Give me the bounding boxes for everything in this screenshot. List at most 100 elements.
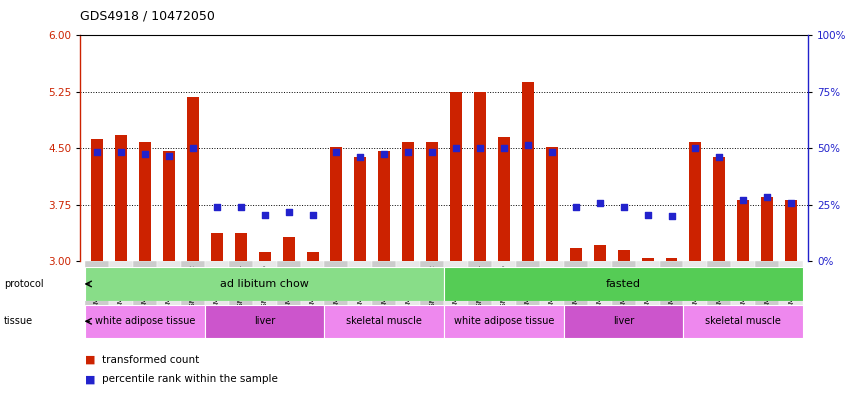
Point — [449, 145, 463, 151]
Text: GSM1131294: GSM1131294 — [477, 264, 483, 311]
Text: ad libitum chow: ad libitum chow — [220, 279, 309, 289]
Text: GSM1131292: GSM1131292 — [429, 264, 435, 311]
Bar — [187, 97, 199, 261]
Bar — [85, 305, 205, 338]
Text: GSM1131289: GSM1131289 — [357, 264, 364, 312]
Text: GSM1131278: GSM1131278 — [94, 264, 100, 312]
Bar — [689, 142, 701, 261]
Bar — [211, 233, 222, 261]
Bar — [396, 261, 420, 322]
Text: GSM1131303: GSM1131303 — [692, 264, 699, 312]
Text: GSM1131286: GSM1131286 — [286, 264, 292, 312]
Bar — [666, 257, 678, 261]
Text: GSM1131280: GSM1131280 — [142, 264, 148, 312]
Bar — [157, 35, 181, 261]
Bar — [755, 35, 779, 261]
Bar — [331, 147, 343, 261]
Bar — [205, 261, 228, 322]
Point — [402, 149, 415, 155]
Bar — [635, 35, 660, 261]
Bar — [85, 35, 109, 261]
Text: ■: ■ — [85, 374, 95, 384]
Text: GSM1131290: GSM1131290 — [382, 264, 387, 312]
Point — [91, 149, 104, 155]
Bar — [684, 35, 707, 261]
Point — [282, 209, 295, 215]
Bar — [228, 35, 253, 261]
Bar — [181, 35, 205, 261]
Bar — [731, 35, 755, 261]
Text: GSM1131283: GSM1131283 — [214, 264, 220, 312]
Bar — [181, 261, 205, 322]
Bar — [85, 261, 109, 322]
Point — [234, 204, 248, 210]
Point — [640, 211, 654, 218]
Bar — [253, 261, 277, 322]
Bar — [516, 35, 540, 261]
Bar — [540, 35, 563, 261]
Bar — [450, 92, 462, 261]
Point — [473, 145, 486, 151]
Text: white adipose tissue: white adipose tissue — [453, 316, 554, 326]
Text: liver: liver — [613, 316, 634, 326]
Bar — [468, 261, 492, 322]
Point — [593, 199, 607, 206]
Bar — [420, 261, 444, 322]
Bar — [133, 35, 157, 261]
Text: fasted: fasted — [606, 279, 641, 289]
Bar — [546, 147, 558, 261]
Point — [426, 149, 439, 155]
Text: GDS4918 / 10472050: GDS4918 / 10472050 — [80, 10, 215, 23]
Bar — [109, 261, 133, 322]
Bar — [594, 245, 606, 261]
Point — [761, 194, 774, 200]
Point — [689, 145, 702, 151]
Bar — [325, 261, 349, 322]
Bar — [660, 35, 684, 261]
Bar — [474, 92, 486, 261]
Bar — [444, 261, 468, 322]
Bar — [498, 137, 510, 261]
Bar — [228, 261, 253, 322]
Bar — [300, 35, 325, 261]
Bar — [618, 250, 629, 261]
Bar — [253, 35, 277, 261]
Bar — [612, 35, 635, 261]
Point — [569, 204, 583, 210]
Point — [665, 213, 678, 219]
Bar — [378, 151, 390, 261]
Point — [162, 153, 176, 159]
Bar — [492, 261, 516, 322]
Text: GSM1131287: GSM1131287 — [310, 264, 316, 312]
Bar — [115, 135, 127, 261]
Point — [138, 151, 151, 158]
Text: percentile rank within the sample: percentile rank within the sample — [102, 374, 277, 384]
Bar — [641, 257, 654, 261]
Bar — [283, 237, 294, 261]
Text: GSM1131296: GSM1131296 — [525, 264, 531, 312]
Bar — [755, 261, 779, 322]
Point — [330, 149, 343, 155]
Point — [617, 204, 630, 210]
Bar — [684, 305, 803, 338]
Text: GSM1131285: GSM1131285 — [261, 264, 267, 311]
Text: GSM1131304: GSM1131304 — [717, 264, 722, 312]
Bar — [420, 35, 444, 261]
Bar — [588, 35, 612, 261]
Point — [114, 149, 128, 155]
Text: GSM1131288: GSM1131288 — [333, 264, 339, 312]
Bar — [306, 252, 318, 261]
Bar — [779, 261, 803, 322]
Bar — [738, 200, 750, 261]
Bar — [109, 35, 133, 261]
Text: skeletal muscle: skeletal muscle — [346, 316, 422, 326]
Text: liver: liver — [254, 316, 275, 326]
Bar — [396, 35, 420, 261]
Text: ■: ■ — [85, 354, 95, 365]
Point — [545, 149, 558, 155]
Bar — [277, 261, 300, 322]
Text: GSM1131291: GSM1131291 — [405, 264, 411, 312]
Bar — [349, 261, 372, 322]
Bar — [205, 35, 228, 261]
Bar — [707, 35, 731, 261]
